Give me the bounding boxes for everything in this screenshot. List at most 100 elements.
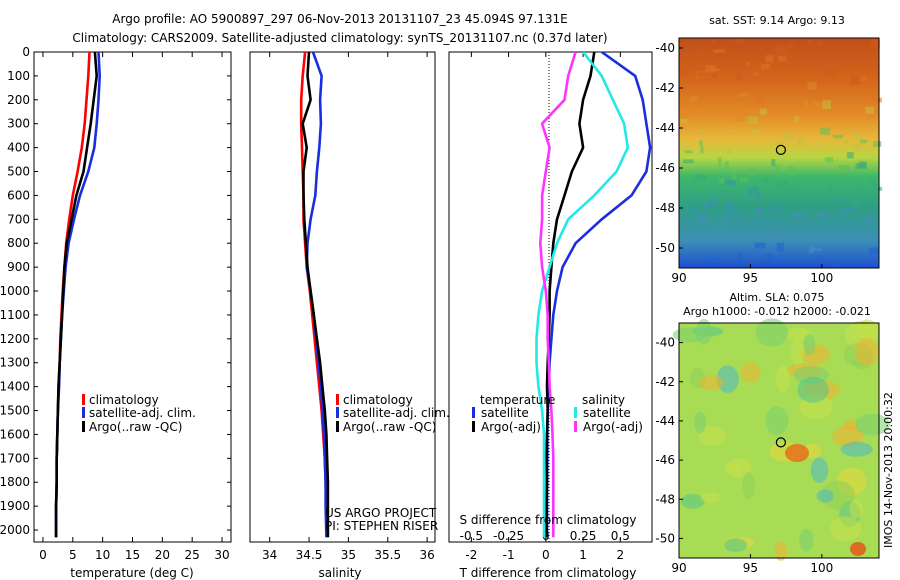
difference-series-argo-adj [545, 52, 596, 538]
depth-tick-label: 1300 [0, 356, 30, 370]
legend-label-t-argo: Argo(-adj) [481, 420, 541, 434]
sst-texture-cell [681, 67, 690, 75]
sst-texture-cell [860, 139, 868, 144]
sst-texture-cell [822, 100, 832, 110]
difference-series-lines [535, 52, 652, 538]
temperature-tick-label: 30 [214, 548, 229, 562]
sst-texture-cell [754, 216, 765, 224]
temperature-axis-ticks: 0 5 10 15 20 25 30 [39, 52, 230, 562]
sst-texture-cell [732, 171, 738, 181]
sst-texture-cell [748, 90, 759, 94]
sst-texture-cell [811, 248, 822, 252]
depth-tick-label: 1500 [0, 404, 30, 418]
legend-swatch-s-argo [574, 421, 577, 432]
sst-texture-cell [756, 225, 763, 232]
sst-texture-cell [776, 242, 784, 252]
sla-texture-blob [775, 364, 791, 393]
sla-texture-blob [855, 337, 879, 366]
map-lon-tick-label: 95 [743, 271, 758, 285]
legend-swatch-climatology [82, 394, 85, 405]
sst-texture-cell [855, 163, 866, 169]
legend-swatch-satellite-adj [336, 407, 339, 418]
map-lat-tick-label: -50 [655, 531, 675, 545]
legend-swatch-satellite-adj [82, 407, 85, 418]
sst-map-panel: sat. SST: 9.14 Argo: 9.13 90 95 100 -40 -42 -… [655, 14, 883, 285]
legend-label-s-argo: Argo(-adj) [583, 420, 643, 434]
sst-texture-cell [853, 189, 864, 196]
sst-texture-cell [714, 227, 725, 234]
temperature-tick-label: 25 [185, 548, 200, 562]
sla-texture-blob [694, 411, 707, 434]
sla-heatmap-texture [672, 318, 890, 561]
map-lon-tick-label: 90 [671, 271, 686, 285]
depth-tick-label: 900 [7, 260, 30, 274]
temperature-legend: climatology satellite-adj. clim. Argo(..… [82, 393, 196, 434]
sst-texture-cell [810, 101, 823, 108]
sst-texture-cell [728, 214, 737, 221]
sst-texture-cell [745, 61, 751, 66]
sst-texture-cell [699, 129, 707, 133]
sla-map-frame [678, 322, 880, 559]
sst-texture-cell [843, 139, 849, 145]
sla-high-anomaly [785, 444, 809, 462]
sst-texture-cell [724, 179, 736, 186]
sla-texture-blob [724, 538, 747, 552]
s-difference-tick-label: 0.25 [570, 529, 597, 543]
sst-texture-cell [710, 59, 717, 66]
salinity-tick-label: 34.5 [296, 548, 323, 562]
depth-tick-label: 300 [7, 117, 30, 131]
sla-texture-blob [820, 480, 855, 510]
salinity-axis-ticks: 34 34.5 35 35.5 36 [262, 52, 435, 562]
salinity-tick-label: 34 [262, 548, 277, 562]
sst-texture-cell [684, 150, 693, 154]
temperature-axis-label: temperature (deg C) [70, 566, 193, 580]
temperature-tick-label: 10 [95, 548, 110, 562]
legend-label-climatology: climatology [343, 393, 413, 407]
sst-texture-cell [724, 161, 729, 170]
sst-texture-cell [725, 189, 734, 196]
sla-texture-blob [680, 493, 705, 509]
sst-heatmap-texture [679, 38, 883, 268]
sst-texture-cell [748, 110, 760, 118]
sst-texture-cell [836, 210, 846, 215]
sst-texture-cell [739, 177, 749, 183]
sst-texture-cell [852, 201, 859, 207]
salinity-legend: climatology satellite-adj. clim. Argo(..… [336, 393, 450, 434]
sst-texture-cell [871, 97, 882, 103]
sst-texture-cell [755, 207, 764, 214]
t-difference-tick-label: -2 [465, 548, 477, 562]
temperature-tick-label: 20 [155, 548, 170, 562]
sst-texture-cell [713, 49, 726, 53]
sst-texture-cell [775, 164, 781, 171]
sla-texture-blob [695, 318, 713, 345]
map-lat-tick-label: -46 [655, 161, 675, 175]
sst-texture-cell [726, 201, 733, 210]
sst-texture-cell [824, 157, 834, 163]
sla-high-anomaly [850, 542, 866, 556]
project-credit: US ARGO PROJECT [325, 506, 437, 520]
sla-texture-blob [810, 457, 829, 483]
sst-texture-cell [710, 68, 720, 72]
sla-texture-blob [765, 406, 789, 436]
map-lat-tick-label: -48 [655, 201, 675, 215]
sst-texture-cell [696, 48, 706, 56]
legend-label-t-satellite: satellite [481, 406, 529, 420]
sst-texture-cell [761, 178, 769, 183]
map-lat-tick-label: -42 [655, 375, 675, 389]
legend-label-satellite-adj: satellite-adj. clim. [343, 406, 450, 420]
sla-map-ticks: 90 95 100 -40 -42 -44 -46 -48 -50 [655, 336, 833, 575]
sst-texture-cell [759, 108, 767, 115]
sst-texture-cell [853, 115, 859, 120]
sla-texture-blob [774, 541, 787, 561]
legend-label-argo: Argo(..raw -QC) [89, 420, 182, 434]
sla-texture-blob [755, 318, 789, 347]
sla-texture-blob [832, 425, 864, 447]
temperature-panel: 0100200300400500600700800900100011001200… [0, 45, 652, 580]
sst-texture-cell [769, 233, 777, 240]
sst-texture-cell [734, 38, 745, 43]
sst-texture-cell [820, 127, 830, 135]
sst-texture-cell [817, 41, 822, 46]
sst-texture-cell [868, 247, 879, 255]
sst-texture-cell [695, 53, 701, 57]
sst-texture-cell [776, 44, 786, 52]
